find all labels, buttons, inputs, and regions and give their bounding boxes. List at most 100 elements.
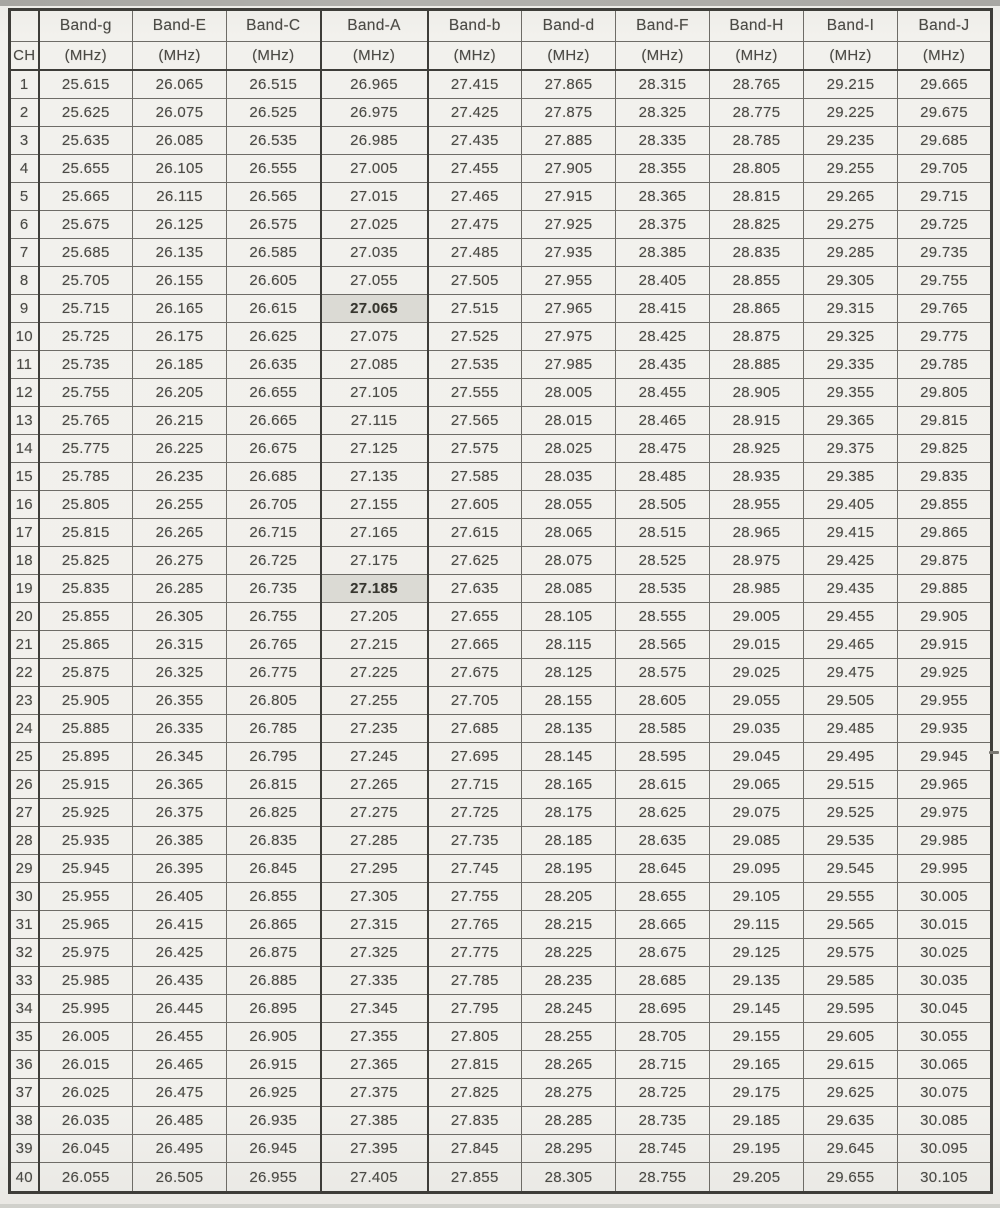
freq-cell: 29.725 bbox=[897, 210, 992, 240]
freq-cell: 27.355 bbox=[319, 1022, 429, 1052]
freq-cell: 29.465 bbox=[803, 630, 898, 660]
freq-cell: 27.775 bbox=[427, 938, 522, 968]
freq-cell: 29.165 bbox=[709, 1050, 804, 1080]
freq-cell: 26.445 bbox=[132, 994, 227, 1024]
freq-cell: 27.055 bbox=[319, 266, 429, 296]
channel-number: 13 bbox=[9, 406, 40, 436]
freq-cell: 28.185 bbox=[521, 826, 616, 856]
freq-cell: 26.355 bbox=[132, 686, 227, 716]
freq-cell: 27.825 bbox=[427, 1078, 522, 1108]
freq-cell: 28.765 bbox=[709, 69, 804, 100]
band-header: Band-A bbox=[319, 9, 429, 42]
freq-cell: 26.795 bbox=[226, 742, 321, 772]
freq-cell: 29.135 bbox=[709, 966, 804, 996]
table-row: 9 25.715 26.165 26.615 27.065 27.515 27.965 28.… bbox=[9, 294, 992, 324]
channel-number: 25 bbox=[9, 742, 40, 772]
freq-cell: 26.705 bbox=[226, 490, 321, 520]
band-header: Band-C bbox=[226, 9, 321, 42]
freq-cell: 28.805 bbox=[709, 154, 804, 184]
channel-number: 5 bbox=[9, 182, 40, 212]
freq-cell: 28.235 bbox=[521, 966, 616, 996]
freq-cell: 30.055 bbox=[897, 1022, 992, 1052]
freq-cell: 29.775 bbox=[897, 322, 992, 352]
freq-cell: 27.735 bbox=[427, 826, 522, 856]
freq-cell: 25.775 bbox=[38, 434, 133, 464]
freq-cell: 27.255 bbox=[319, 686, 429, 716]
freq-cell: 26.025 bbox=[38, 1078, 133, 1108]
freq-cell: 29.715 bbox=[897, 182, 992, 212]
freq-cell: 26.215 bbox=[132, 406, 227, 436]
table-row: 2 25.625 26.075 26.525 26.975 27.425 27.875 28.… bbox=[9, 98, 992, 128]
freq-cell: 29.965 bbox=[897, 770, 992, 800]
freq-cell: 27.715 bbox=[427, 770, 522, 800]
freq-cell: 29.595 bbox=[803, 994, 898, 1024]
freq-cell: 29.195 bbox=[709, 1134, 804, 1164]
freq-cell: 27.365 bbox=[319, 1050, 429, 1080]
freq-cell: 26.385 bbox=[132, 826, 227, 856]
freq-cell: 29.455 bbox=[803, 602, 898, 632]
channel-number: 17 bbox=[9, 518, 40, 548]
freq-cell: 29.955 bbox=[897, 686, 992, 716]
channel-number: 23 bbox=[9, 686, 40, 716]
freq-cell: 25.735 bbox=[38, 350, 133, 380]
table-row: 22 25.875 26.325 26.775 27.225 27.675 28.125 28… bbox=[9, 658, 992, 688]
freq-cell: 28.145 bbox=[521, 742, 616, 772]
freq-cell: 29.355 bbox=[803, 378, 898, 408]
freq-cell: 26.405 bbox=[132, 882, 227, 912]
freq-cell: 27.305 bbox=[319, 882, 429, 912]
freq-cell: 28.215 bbox=[521, 910, 616, 940]
freq-cell: 26.415 bbox=[132, 910, 227, 940]
freq-cell: 29.945 bbox=[897, 742, 992, 772]
freq-cell: 26.865 bbox=[226, 910, 321, 940]
freq-cell: 29.635 bbox=[803, 1106, 898, 1136]
freq-cell: 30.035 bbox=[897, 966, 992, 996]
freq-cell: 26.845 bbox=[226, 854, 321, 884]
freq-cell: 28.055 bbox=[521, 490, 616, 520]
freq-cell: 27.975 bbox=[521, 322, 616, 352]
freq-cell: 25.675 bbox=[38, 210, 133, 240]
freq-cell: 28.695 bbox=[615, 994, 710, 1024]
freq-cell: 27.955 bbox=[521, 266, 616, 296]
freq-cell: 27.285 bbox=[319, 826, 429, 856]
freq-cell: 29.305 bbox=[803, 266, 898, 296]
freq-cell: 28.825 bbox=[709, 210, 804, 240]
freq-cell: 28.815 bbox=[709, 182, 804, 212]
table-row: 4 25.655 26.105 26.555 27.005 27.455 27.905 28.… bbox=[9, 154, 992, 184]
freq-cell: 28.635 bbox=[615, 826, 710, 856]
freq-cell: 25.655 bbox=[38, 154, 133, 184]
unit-header: (MHz) bbox=[319, 41, 429, 71]
freq-cell: 27.465 bbox=[427, 182, 522, 212]
freq-cell: 26.775 bbox=[226, 658, 321, 688]
freq-cell: 26.825 bbox=[226, 798, 321, 828]
units-header-row: CH (MHz) (MHz) (MHz) (MHz) (MHz) (MHz) (MHz) (MH… bbox=[9, 41, 992, 71]
freq-cell: 29.525 bbox=[803, 798, 898, 828]
freq-cell: 26.655 bbox=[226, 378, 321, 408]
freq-cell: 29.815 bbox=[897, 406, 992, 436]
channel-number: 19 bbox=[9, 574, 40, 604]
freq-cell: 27.475 bbox=[427, 210, 522, 240]
table-row: 16 25.805 26.255 26.705 27.155 27.605 28.055 28… bbox=[9, 490, 992, 520]
table-row: 18 25.825 26.275 26.725 27.175 27.625 28.075 28… bbox=[9, 546, 992, 576]
freq-cell: 26.575 bbox=[226, 210, 321, 240]
freq-cell: 26.305 bbox=[132, 602, 227, 632]
freq-cell: 28.875 bbox=[709, 322, 804, 352]
freq-cell: 26.785 bbox=[226, 714, 321, 744]
freq-cell: 27.455 bbox=[427, 154, 522, 184]
freq-cell: 28.925 bbox=[709, 434, 804, 464]
freq-cell: 26.465 bbox=[132, 1050, 227, 1080]
channel-number: 34 bbox=[9, 994, 40, 1024]
freq-cell: 28.705 bbox=[615, 1022, 710, 1052]
freq-cell: 29.915 bbox=[897, 630, 992, 660]
freq-cell: 25.825 bbox=[38, 546, 133, 576]
freq-cell: 30.025 bbox=[897, 938, 992, 968]
freq-cell: 28.125 bbox=[521, 658, 616, 688]
channel-number: 7 bbox=[9, 238, 40, 268]
channel-number: 22 bbox=[9, 658, 40, 688]
freq-cell: 27.685 bbox=[427, 714, 522, 744]
freq-cell: 28.885 bbox=[709, 350, 804, 380]
channel-number: 40 bbox=[9, 1162, 40, 1193]
freq-cell: 29.315 bbox=[803, 294, 898, 324]
channel-number: 4 bbox=[9, 154, 40, 184]
freq-cell: 28.835 bbox=[709, 238, 804, 268]
freq-cell: 28.575 bbox=[615, 658, 710, 688]
